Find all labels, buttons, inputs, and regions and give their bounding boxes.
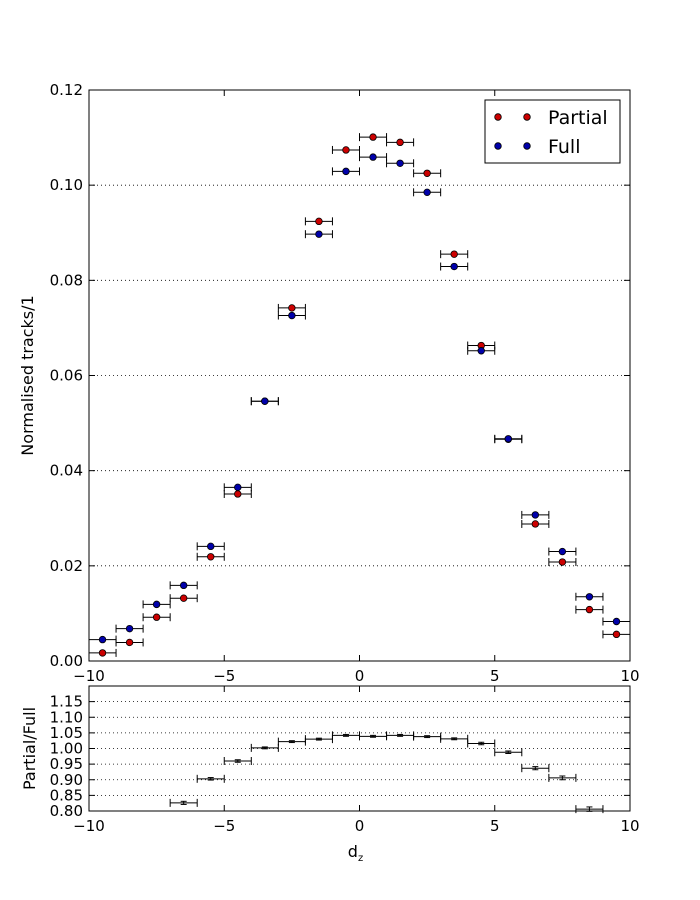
x-tick-label: −10: [73, 667, 105, 685]
y-tick-label: 1.00: [50, 740, 83, 758]
data-point: [612, 630, 621, 639]
main-plot: 0.00 0.02 0.04 0.06 0.08 0.10 0.12 −10 −5 0 5 10 Nor…: [18, 81, 640, 685]
data-point: [585, 593, 594, 601]
data-point: [396, 138, 404, 147]
x-tick-label: −5: [213, 817, 235, 835]
y-tick-label: 0.06: [50, 367, 83, 385]
series-ratio: [169, 731, 604, 814]
y-axis-title: Partial/Full: [20, 707, 39, 790]
data-point: [315, 217, 323, 226]
data-point: [98, 649, 107, 657]
data-point: [450, 250, 458, 258]
x-tick-label: 0: [355, 817, 365, 835]
series-partial: [88, 133, 631, 657]
data-point: [152, 613, 161, 621]
y-tick-label: 1.05: [50, 724, 83, 742]
data-point: [234, 490, 242, 498]
y-tick-label: 0.95: [50, 755, 83, 773]
data-point: [423, 188, 431, 197]
data-point: [504, 435, 512, 443]
data-point: [207, 542, 215, 551]
data-point: [369, 133, 377, 141]
plot-frame: [88, 685, 631, 812]
legend-label: Partial: [548, 107, 608, 129]
data-point: [261, 397, 269, 405]
data-point: [288, 311, 296, 320]
x-tick-label: −10: [73, 817, 105, 835]
series-full: [88, 153, 631, 644]
y-axis-title: Normalised tracks/1: [18, 295, 37, 455]
y-tick-label: 0.12: [50, 81, 83, 99]
y-tick-label: 0.00: [50, 652, 83, 670]
data-point: [423, 169, 431, 177]
x-tick-label: 10: [620, 667, 639, 685]
data-point: [585, 605, 594, 614]
data-point: [558, 558, 567, 566]
legend-marker: [494, 113, 502, 121]
y-tick-label: 0.02: [50, 557, 83, 575]
data-point: [234, 483, 242, 492]
x-tick-label: 5: [490, 817, 500, 835]
x-tick-label: 0: [355, 667, 365, 685]
y-tick-label: 0.80: [50, 802, 83, 820]
x-axis-title-main: d: [348, 842, 358, 861]
data-point: [207, 553, 215, 561]
data-point: [477, 347, 485, 355]
legend-box: [484, 99, 621, 164]
legend-marker: [494, 142, 502, 150]
data-point: [531, 520, 540, 528]
data-point: [342, 146, 350, 154]
data-point: [450, 262, 458, 271]
data-point: [315, 230, 323, 238]
data-point: [288, 304, 296, 312]
data-point: [179, 581, 188, 590]
x-tick-label: −5: [213, 667, 235, 685]
y-tick-label: 1.15: [50, 693, 83, 711]
legend-marker: [523, 142, 531, 150]
data-point: [558, 547, 567, 556]
data-point: [125, 638, 134, 647]
data-point: [342, 167, 350, 176]
legend-marker: [523, 113, 531, 121]
x-axis-title: dz: [348, 842, 363, 864]
y-tick-label: 0.04: [50, 462, 83, 480]
legend: Partial Full: [484, 99, 621, 164]
legend-label: Full: [548, 136, 581, 158]
plot-frame: [88, 89, 631, 662]
data-point: [369, 153, 377, 161]
y-tick-label: 0.08: [50, 271, 83, 289]
x-tick-label: 5: [490, 667, 500, 685]
data-point: [531, 511, 540, 519]
x-axis-title-subscript: z: [358, 853, 363, 864]
data-point: [125, 624, 134, 633]
y-tick-label: 0.85: [50, 786, 83, 804]
x-tick-label: 10: [620, 817, 639, 835]
y-tick-label: 0.10: [50, 176, 83, 194]
data-point: [179, 594, 188, 602]
ratio-plot: 0.800.850.900.951.001.051.101.15 −10 −5 0 5 1…: [20, 685, 640, 864]
y-tick-label: 1.10: [50, 708, 83, 726]
data-point: [396, 159, 404, 167]
data-point: [612, 617, 621, 626]
data-point: [152, 600, 161, 609]
y-tick-label: 0.90: [50, 771, 83, 789]
data-point: [98, 635, 107, 644]
